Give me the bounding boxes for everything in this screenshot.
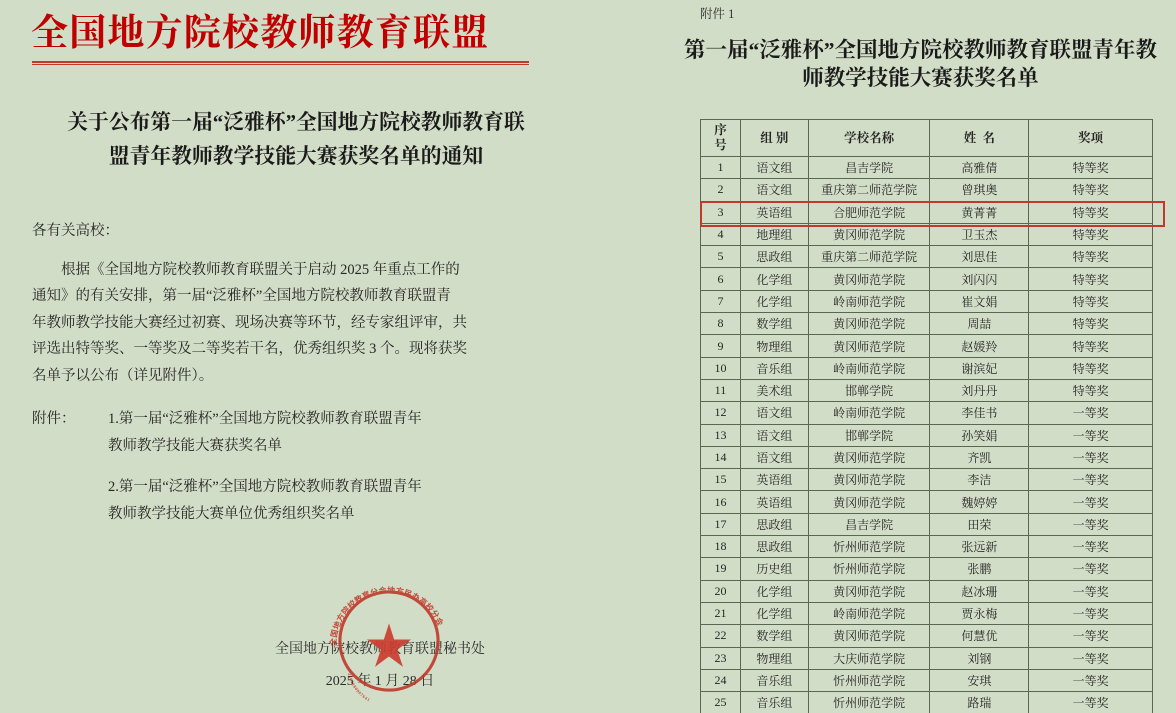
svg-text:4304080907641: 4304080907641: [347, 672, 372, 702]
